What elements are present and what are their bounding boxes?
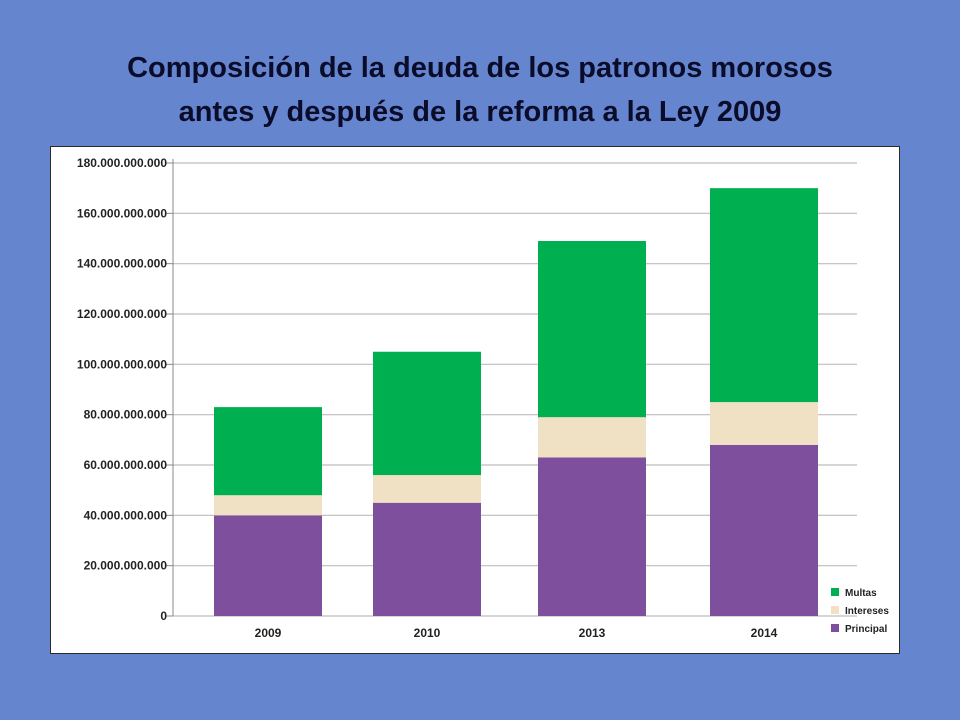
- y-tick-label: 100.000.000.000: [77, 357, 167, 371]
- bar-principal-2014: [710, 444, 818, 616]
- y-tick-label: 180.000.000.000: [77, 156, 167, 170]
- legend-label-principal: Principal: [845, 624, 887, 635]
- bar-principal-2013: [538, 457, 646, 616]
- bar-multas-2010: [373, 351, 481, 476]
- slide-title: Composición de la deuda de los patronos …: [40, 46, 920, 134]
- legend-label-multas: Multas: [845, 588, 877, 599]
- slide-title-line-1: Composición de la deuda de los patronos …: [127, 52, 833, 84]
- stacked-bar-chart: 0 20.000.000.000 40.000.000.000 60.000.000.…: [77, 156, 889, 640]
- legend-swatch-intereses: [831, 606, 839, 614]
- y-tick-label: 140.000.000.000: [77, 257, 167, 271]
- x-category-label: 2009: [255, 626, 282, 640]
- legend-label-intereses: Intereses: [845, 606, 889, 617]
- x-category-label: 2010: [414, 626, 441, 640]
- y-tick-label: 160.000.000.000: [77, 206, 167, 220]
- slide-title-line-2: antes y después de la reforma a la Ley 2…: [178, 96, 782, 128]
- bar-principal-2010: [373, 502, 481, 616]
- x-category-label: 2013: [579, 626, 606, 640]
- bar-intereses-2010: [373, 475, 481, 503]
- chart-frame: 0 20.000.000.000 40.000.000.000 60.000.000.…: [50, 146, 900, 654]
- y-tick-label: 80.000.000.000: [84, 408, 168, 422]
- x-category-label: 2014: [751, 626, 778, 640]
- y-tick-label: 20.000.000.000: [84, 559, 168, 573]
- y-tick-label: 40.000.000.000: [84, 508, 168, 522]
- legend-swatch-multas: [831, 588, 839, 596]
- bar-intereses-2013: [538, 417, 646, 458]
- bar-multas-2014: [710, 188, 818, 403]
- bar-multas-2009: [214, 407, 322, 496]
- y-tick-label: 0: [160, 609, 167, 623]
- bar-intereses-2014: [710, 402, 818, 445]
- bar-multas-2013: [538, 241, 646, 418]
- bar-principal-2009: [214, 515, 322, 616]
- bar-intereses-2009: [214, 495, 322, 516]
- y-tick-label: 60.000.000.000: [84, 458, 168, 472]
- y-tick-label: 120.000.000.000: [77, 307, 167, 321]
- legend-swatch-principal: [831, 624, 839, 632]
